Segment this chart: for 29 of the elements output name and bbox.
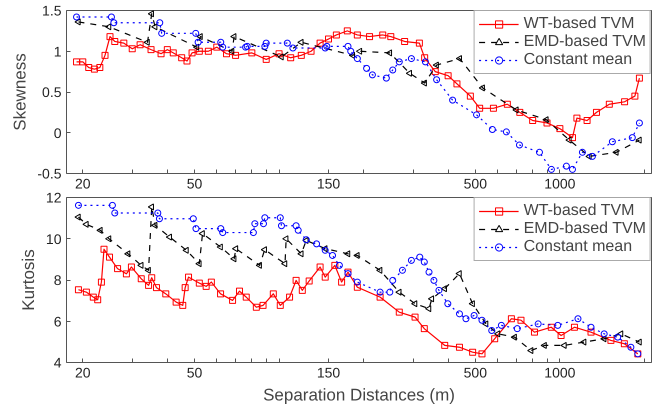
x-tick-label: 1000 bbox=[544, 364, 576, 380]
x-tick-label: 150 bbox=[316, 364, 340, 380]
x-tick-label: 150 bbox=[316, 176, 340, 192]
y-tick-label: 0 bbox=[54, 124, 62, 141]
y-tick-label: 1 bbox=[54, 43, 62, 60]
x-tick-label: 500 bbox=[464, 364, 488, 380]
y-tick-label: 10 bbox=[46, 230, 62, 247]
x-tick-label: 1000 bbox=[544, 176, 576, 192]
y-tick-label: 1.5 bbox=[42, 2, 62, 18]
x-tick-label: 20 bbox=[75, 364, 91, 380]
y-tick-label: 0.5 bbox=[42, 84, 62, 100]
y-axis-title: Skewness bbox=[10, 53, 30, 131]
legend-label: WT-based TVM bbox=[524, 15, 634, 33]
y-tick-label: 4 bbox=[54, 354, 62, 370]
y-tick-label: 8 bbox=[54, 272, 62, 288]
legend-label: EMD-based TVM bbox=[524, 220, 646, 238]
y-tick-label: 12 bbox=[46, 190, 62, 206]
x-tick-label: 500 bbox=[464, 176, 488, 192]
x-tick-label: 20 bbox=[75, 176, 91, 192]
y-tick-label: -0.5 bbox=[37, 166, 62, 182]
legend-label: EMD-based TVM bbox=[524, 33, 646, 51]
x-tick-label: 50 bbox=[186, 176, 203, 192]
legend-label: WT-based TVM bbox=[524, 202, 634, 220]
x-tick-label: 50 bbox=[186, 364, 203, 380]
x-axis-title: Separation Distances (m) bbox=[263, 386, 455, 404]
legend-label: Constant mean bbox=[524, 238, 632, 256]
legend-label: Constant mean bbox=[524, 51, 632, 69]
y-axis-title: Kurtosis bbox=[18, 249, 38, 311]
y-tick-label: 6 bbox=[54, 313, 62, 330]
